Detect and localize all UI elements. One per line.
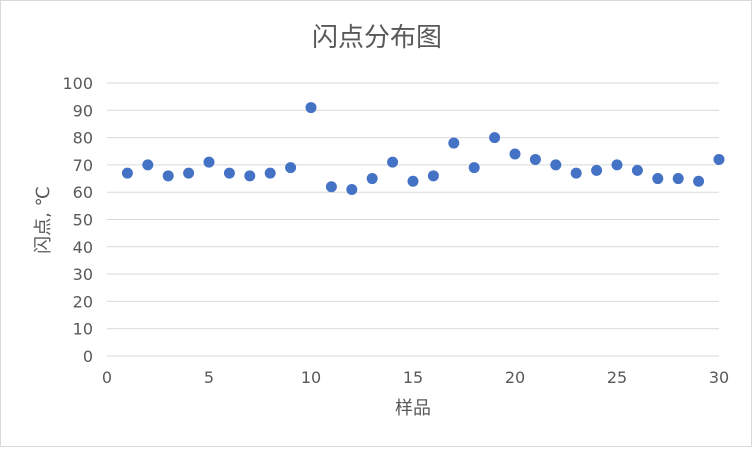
y-tick-label: 90 [73, 101, 93, 120]
y-tick-label: 20 [73, 292, 93, 311]
x-tick-label: 30 [709, 368, 729, 387]
data-point [346, 183, 358, 195]
y-tick-label: 30 [73, 265, 93, 284]
x-tick-label: 0 [102, 368, 112, 387]
data-point [121, 167, 133, 179]
data-point [631, 164, 643, 176]
data-point [407, 175, 419, 187]
y-axis-ticks: 0 10 20 30 40 50 60 70 80 90 100 [62, 74, 93, 366]
x-tick-label: 20 [505, 368, 525, 387]
data-point [427, 170, 439, 182]
data-point [203, 156, 215, 168]
data-point [570, 167, 582, 179]
data-point [387, 156, 399, 168]
data-point [652, 173, 664, 185]
y-tick-label: 0 [83, 347, 93, 366]
data-point [489, 132, 501, 144]
data-point [529, 153, 541, 165]
data-point [142, 159, 154, 171]
data-point [591, 164, 603, 176]
data-points [121, 102, 725, 195]
data-point [509, 148, 521, 160]
data-point [325, 181, 337, 193]
data-point [693, 175, 705, 187]
data-point [468, 162, 480, 174]
y-tick-label: 70 [73, 156, 93, 175]
data-point [713, 153, 725, 165]
y-tick-label: 10 [73, 320, 93, 339]
y-tick-label: 80 [73, 129, 93, 148]
y-tick-label: 50 [73, 211, 93, 230]
data-point [244, 170, 256, 182]
x-tick-label: 10 [301, 368, 321, 387]
data-point [305, 102, 317, 114]
data-point [611, 159, 623, 171]
data-point [264, 167, 276, 179]
data-point [550, 159, 562, 171]
data-point [672, 173, 684, 185]
data-point [448, 137, 460, 149]
x-tick-label: 25 [607, 368, 627, 387]
x-axis-title: 样品 [395, 398, 431, 419]
y-tick-label: 100 [62, 74, 93, 93]
x-axis-ticks: 0 5 10 15 20 25 30 [102, 368, 729, 387]
y-tick-label: 60 [73, 183, 93, 202]
data-point [223, 167, 235, 179]
data-point [285, 162, 297, 174]
x-tick-label: 5 [204, 368, 214, 387]
data-point [183, 167, 195, 179]
y-tick-label: 40 [73, 238, 93, 257]
x-tick-label: 15 [403, 368, 423, 387]
y-axis-title: 闪点, ℃ [33, 186, 54, 254]
gridlines [107, 82, 719, 330]
data-point [162, 170, 174, 182]
data-point [366, 173, 378, 185]
chart-title: 闪点分布图 [312, 23, 442, 53]
